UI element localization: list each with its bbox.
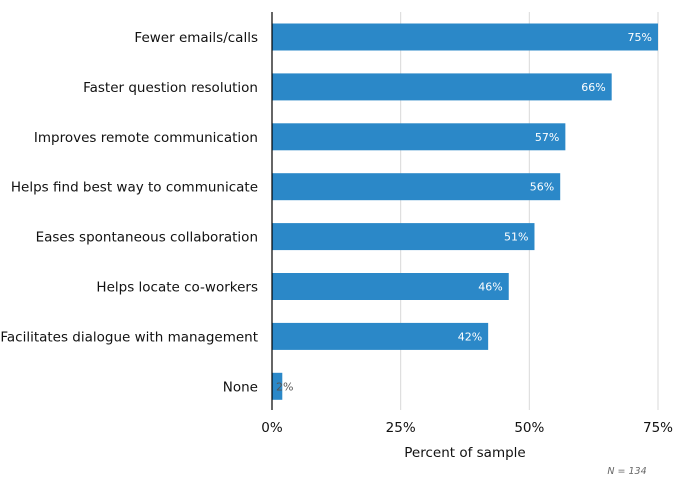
category-label: None (223, 379, 258, 395)
category-labels: Fewer emails/calls Faster question resolu… (0, 30, 258, 395)
category-label: Improves remote communication (34, 130, 258, 146)
bar-value-label: 2% (276, 380, 293, 393)
category-label: Facilitates dialogue with management (0, 329, 258, 345)
bar-value-label: 51% (504, 231, 528, 244)
category-label: Helps locate co-workers (96, 280, 258, 296)
category-label: Fewer emails/calls (134, 30, 258, 46)
x-tick-label: 50% (514, 420, 544, 436)
bar (272, 322, 489, 350)
bar-value-label: 75% (628, 31, 652, 44)
bar (272, 173, 561, 201)
bar (272, 372, 283, 400)
x-axis-title: Percent of sample (404, 445, 525, 461)
x-tick-label: 0% (261, 420, 283, 436)
category-label: Faster question resolution (83, 80, 258, 96)
bar-value-label: 42% (458, 330, 482, 343)
x-tick-labels: 0% 25% 50% 75% (261, 420, 673, 436)
category-label: Eases spontaneous collaboration (36, 230, 258, 246)
sample-size-note: N = 134 (607, 466, 646, 477)
x-tick-label: 75% (643, 420, 673, 436)
bar (272, 73, 612, 101)
bar-value-label: 56% (530, 181, 554, 194)
x-tick-label: 25% (386, 420, 416, 436)
bar (272, 123, 566, 151)
category-label: Helps find best way to communicate (11, 180, 258, 196)
bar (272, 23, 658, 51)
gridlines (400, 12, 659, 410)
bar-value-label: 66% (581, 81, 605, 94)
bar-value-label: 57% (535, 131, 559, 144)
bar (272, 273, 509, 300)
bar (272, 223, 535, 251)
bars: 75% 66% 57% 56% 51% 46% 42% 2% (272, 23, 658, 400)
bar-value-label: 46% (478, 281, 502, 294)
